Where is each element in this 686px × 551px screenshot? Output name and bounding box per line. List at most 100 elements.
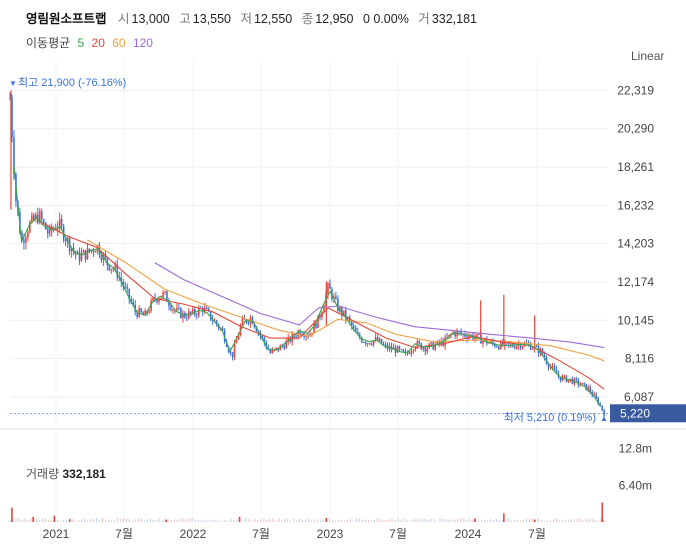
candle-body <box>255 327 258 332</box>
candle-body <box>211 319 214 321</box>
volume-bar <box>245 517 247 522</box>
last-price-label: 5,220 <box>620 406 650 420</box>
candle-body <box>426 348 429 352</box>
change-value: 0 0.00% <box>362 12 409 26</box>
volume-spike <box>533 519 536 522</box>
volume-spike <box>503 513 505 522</box>
volume-bar <box>439 518 441 522</box>
volume-bar <box>588 518 590 522</box>
volume-bar <box>75 520 77 522</box>
candle-body <box>33 215 35 220</box>
volume-bar <box>39 520 41 522</box>
volume-bar <box>209 520 211 522</box>
candle-body <box>233 343 236 358</box>
volume-bar <box>361 519 363 522</box>
volume-bar <box>367 519 369 522</box>
candle-body <box>197 307 200 316</box>
volume-bar <box>304 519 307 522</box>
volume-bar <box>576 518 578 522</box>
candle-body <box>372 340 375 345</box>
volume-bar <box>200 520 202 522</box>
moving-average-label: 이동평균 <box>26 36 71 50</box>
candle-body <box>35 214 37 220</box>
volume-bar <box>122 518 125 522</box>
volume-bar <box>481 520 483 522</box>
volume-bar <box>137 519 139 522</box>
candle-body <box>519 344 522 349</box>
candle-body <box>343 310 345 316</box>
volume-bar <box>403 518 405 522</box>
volume-bar <box>313 519 316 522</box>
volume-bar <box>110 520 113 522</box>
candle-body <box>100 255 103 261</box>
volume-bar <box>487 520 489 522</box>
candle-body <box>144 310 146 315</box>
scale-mode-toggle[interactable]: Linear <box>631 49 665 63</box>
volume-bar <box>508 518 510 522</box>
candle-body <box>583 383 586 385</box>
candle-body <box>601 405 603 411</box>
volume-bar <box>63 519 65 522</box>
candle-body <box>94 251 97 253</box>
volume-bar <box>125 518 128 522</box>
volume-bar <box>242 520 244 522</box>
volume-bar <box>176 519 178 522</box>
volume-bar <box>340 519 343 522</box>
candle-body <box>364 342 367 345</box>
moving-average-legend[interactable]: 이동평균 5 20 60 120 <box>26 34 157 51</box>
candle-body <box>42 219 45 223</box>
candle-body <box>422 347 425 350</box>
candle-body <box>48 226 51 234</box>
volume-bar <box>290 520 292 522</box>
volume-bar <box>496 519 498 522</box>
candle-body <box>205 307 208 309</box>
volume-bar <box>436 520 438 522</box>
candle-body <box>209 310 212 320</box>
candle-body <box>269 349 272 354</box>
candle-body <box>229 351 232 353</box>
price-tick-label: 6,087 <box>624 390 654 404</box>
candle-body <box>390 346 393 350</box>
candle-body <box>241 318 244 326</box>
volume-bar <box>334 520 337 522</box>
candle-body <box>309 333 311 337</box>
open-label: 시 <box>118 12 130 26</box>
time-tick-label: 7월 <box>528 527 546 541</box>
candle-body <box>412 349 415 352</box>
price-tick-label: 12,174 <box>617 275 654 289</box>
volume-bar <box>493 520 495 522</box>
ma60-label: 60 <box>112 36 126 50</box>
volume-bar <box>170 520 172 522</box>
volume-bar <box>376 518 378 522</box>
candle-body <box>366 343 369 345</box>
volume-bar <box>158 518 160 522</box>
candle-body <box>88 248 91 252</box>
volume-bar <box>161 520 163 522</box>
candle-body <box>275 347 278 350</box>
candle-body <box>478 334 480 336</box>
candle-body <box>215 320 218 325</box>
candle-body <box>124 286 127 288</box>
volume-bar <box>579 518 581 522</box>
candle-body <box>64 240 67 242</box>
volume-bar <box>513 519 516 522</box>
volume-bar <box>272 518 274 522</box>
candle-body <box>122 281 125 287</box>
volume-bar <box>394 520 396 522</box>
volume-spike <box>165 519 168 522</box>
volume-bar <box>600 518 602 522</box>
candle-body <box>164 291 166 293</box>
volume-bar <box>36 518 38 522</box>
candle-body <box>263 337 266 343</box>
volume-bar <box>594 519 596 522</box>
candle-body <box>398 346 401 350</box>
volume-bar <box>549 520 552 522</box>
volume-bar <box>531 518 534 522</box>
volume-bar <box>460 518 462 522</box>
volume-bar <box>179 518 181 522</box>
ma120-label: 120 <box>132 36 153 50</box>
volume-bar <box>516 519 519 522</box>
candle-body <box>29 221 31 233</box>
candle-body <box>380 338 383 345</box>
